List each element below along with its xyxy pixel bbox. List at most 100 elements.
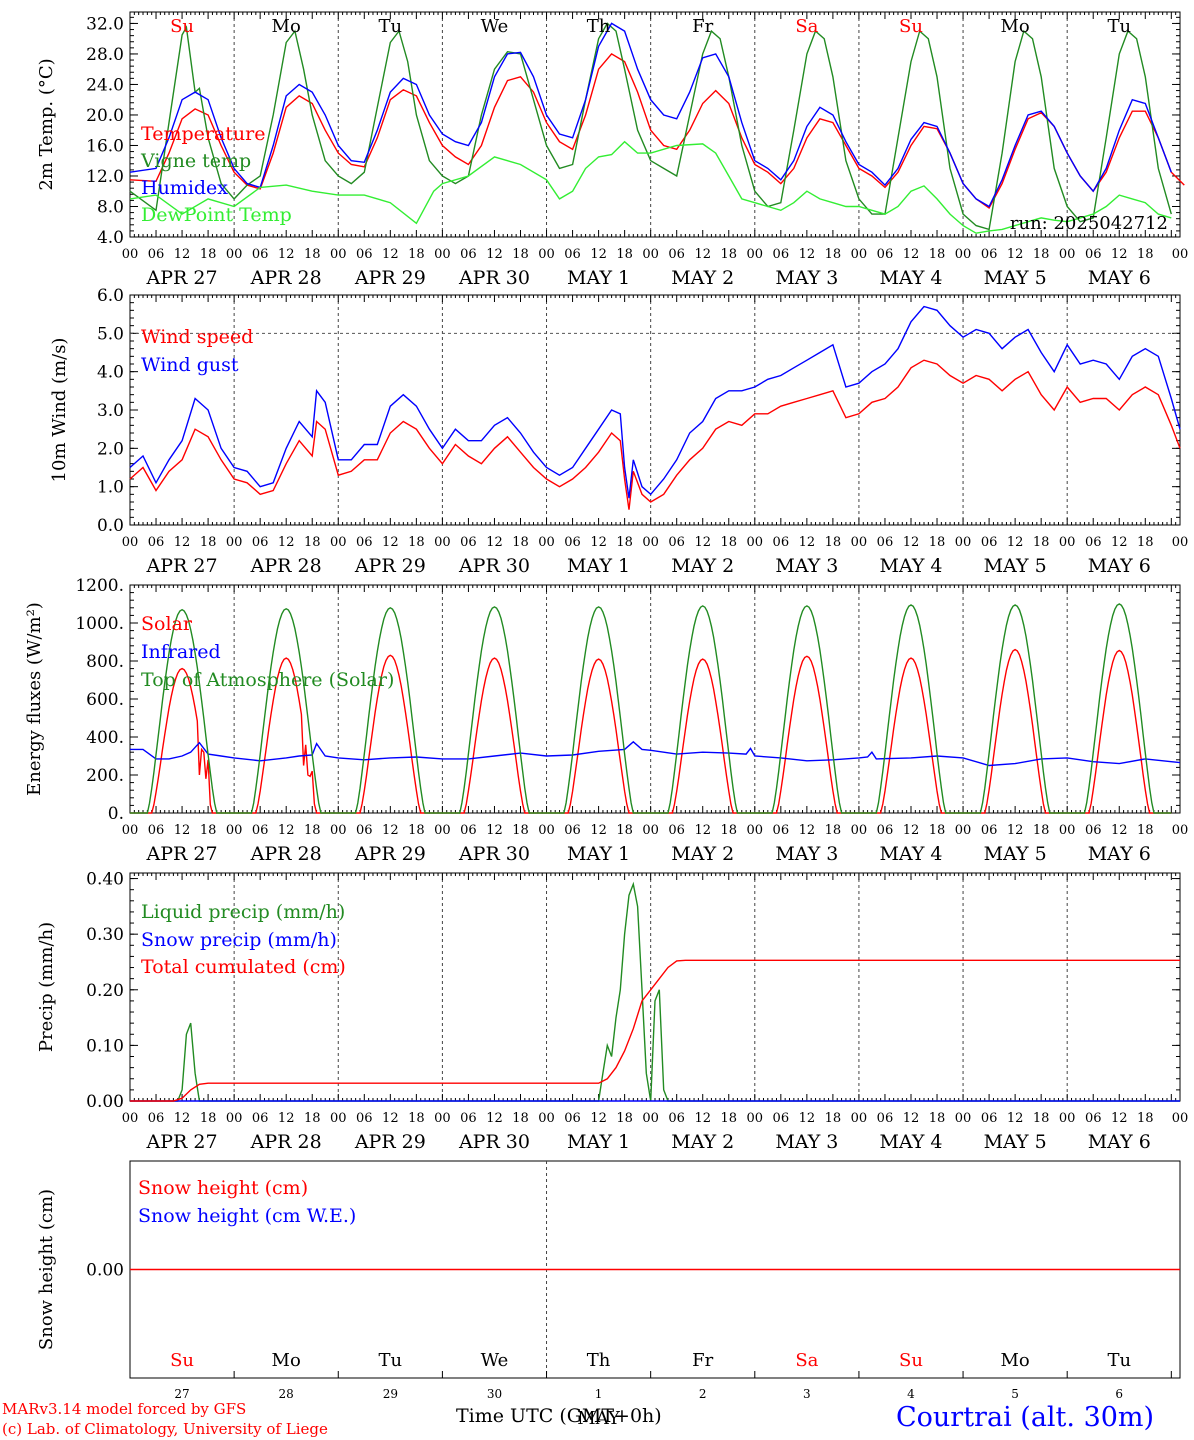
day-name: Tu bbox=[1107, 16, 1131, 37]
hour-tick-label: 00 bbox=[851, 1111, 868, 1126]
hour-tick-label: 00 bbox=[226, 247, 243, 262]
hour-tick-label: 12 bbox=[799, 1111, 816, 1126]
hour-tick-label: 12 bbox=[799, 247, 816, 262]
hour-tick-label: 18 bbox=[200, 1111, 217, 1126]
date-label: APR 29 bbox=[354, 843, 426, 865]
hour-tick-label: 06 bbox=[356, 247, 373, 262]
hour-tick-label: 00 bbox=[122, 247, 139, 262]
hour-tick-label: 12 bbox=[1007, 1111, 1024, 1126]
date-label: MAY 4 bbox=[879, 1131, 942, 1153]
hour-tick-label: 06 bbox=[148, 535, 165, 550]
legend-entry: DewPoint Temp bbox=[141, 204, 292, 226]
hour-tick-label: 18 bbox=[200, 535, 217, 550]
legend-entry: Snow height (cm W.E.) bbox=[138, 1205, 356, 1227]
hour-tick-label: 06 bbox=[564, 1111, 581, 1126]
date-label: MAY 4 bbox=[879, 843, 942, 865]
hour-tick-label: 06 bbox=[877, 1111, 894, 1126]
hour-tick-label: 12 bbox=[1111, 1111, 1128, 1126]
date-label: MAY 6 bbox=[1088, 843, 1151, 865]
date-label: MAY 3 bbox=[775, 843, 838, 865]
y-tick-label: 0.20 bbox=[86, 981, 124, 1001]
hour-tick-label: 18 bbox=[408, 823, 425, 838]
day-name: We bbox=[481, 1350, 509, 1371]
hour-tick-label: 00 bbox=[330, 247, 347, 262]
hour-tick-label: 06 bbox=[460, 535, 477, 550]
y-axis-label: Energy fluxes (W/m²) bbox=[24, 602, 45, 796]
date-label: MAY 5 bbox=[984, 555, 1047, 577]
y-tick-label: 1200. bbox=[75, 576, 124, 596]
hour-tick-label: 12 bbox=[590, 535, 607, 550]
y-tick-label: 4.0 bbox=[97, 363, 124, 383]
hour-tick-label: 00 bbox=[642, 247, 659, 262]
hour-tick-label: 12 bbox=[1111, 247, 1128, 262]
day-name: Su bbox=[899, 16, 923, 37]
legend-entry: Infrared bbox=[141, 641, 221, 663]
series-line bbox=[130, 603, 1172, 814]
hour-tick-label: 00 bbox=[955, 535, 972, 550]
hour-tick-label: 18 bbox=[1137, 1111, 1154, 1126]
hour-tick-label: 06 bbox=[1085, 535, 1102, 550]
hour-tick-label: 06 bbox=[252, 247, 269, 262]
y-tick-label: 200. bbox=[86, 766, 124, 786]
hour-tick-label: 18 bbox=[929, 1111, 946, 1126]
y-axis-label: 2m Temp. (°C) bbox=[36, 58, 57, 190]
day-name: Tu bbox=[1107, 1350, 1131, 1371]
hour-tick-label: 06 bbox=[148, 1111, 165, 1126]
hour-tick-label: 18 bbox=[1033, 247, 1050, 262]
hour-tick-label: 12 bbox=[382, 823, 399, 838]
hour-tick-label: 12 bbox=[694, 247, 711, 262]
y-tick-label: 4.0 bbox=[97, 228, 124, 248]
hour-tick-label: 12 bbox=[590, 1111, 607, 1126]
hour-tick-label: 18 bbox=[1137, 247, 1154, 262]
y-tick-label: 32.0 bbox=[86, 14, 124, 34]
hour-tick-label: 00 bbox=[434, 823, 451, 838]
day-number: 6 bbox=[1115, 1387, 1123, 1401]
series-line bbox=[130, 740, 1181, 767]
hour-tick-label: 12 bbox=[1111, 535, 1128, 550]
legend-entry: Wind speed bbox=[141, 326, 253, 348]
hour-tick-label: 12 bbox=[903, 823, 920, 838]
panel-1 bbox=[129, 11, 1185, 238]
hour-tick-label: 06 bbox=[148, 823, 165, 838]
hour-tick-label: 12 bbox=[903, 535, 920, 550]
hour-tick-label: 06 bbox=[668, 1111, 685, 1126]
run-label: run: 2025042712 bbox=[1010, 213, 1168, 234]
hour-tick-label: 06 bbox=[981, 535, 998, 550]
hour-tick-label: 18 bbox=[304, 535, 321, 550]
date-label: MAY 5 bbox=[984, 1131, 1047, 1153]
hour-tick-label: 18 bbox=[616, 247, 633, 262]
hour-tick-label: 18 bbox=[720, 1111, 737, 1126]
y-tick-label: 600. bbox=[86, 690, 124, 710]
date-label: APR 28 bbox=[250, 267, 322, 289]
legend-entry: Snow height (cm) bbox=[138, 1177, 308, 1199]
hour-tick-label: 18 bbox=[1137, 823, 1154, 838]
date-label: APR 30 bbox=[458, 555, 530, 577]
y-tick-label: 16.0 bbox=[86, 136, 124, 156]
hour-tick-label: 12 bbox=[486, 535, 503, 550]
hour-tick-label: 06 bbox=[356, 823, 373, 838]
hour-tick-label: 06 bbox=[460, 247, 477, 262]
y-tick-label: 1000. bbox=[75, 614, 124, 634]
hour-tick-label: 18 bbox=[408, 1111, 425, 1126]
day-name: We bbox=[481, 16, 509, 37]
date-label: APR 29 bbox=[354, 555, 426, 577]
date-label: MAY 2 bbox=[671, 555, 734, 577]
y-tick-label: 20.0 bbox=[86, 106, 124, 126]
day-number: 5 bbox=[1011, 1387, 1019, 1401]
hour-tick-label: 06 bbox=[564, 535, 581, 550]
hour-tick-label: 00 bbox=[330, 535, 347, 550]
day-number: 27 bbox=[174, 1387, 189, 1401]
hour-tick-label: 18 bbox=[616, 535, 633, 550]
hour-tick-label: 00 bbox=[747, 247, 764, 262]
hour-tick-label: 12 bbox=[174, 535, 191, 550]
day-name: Mo bbox=[272, 1350, 301, 1371]
location-label: Courtrai (alt. 30m) bbox=[896, 1402, 1155, 1433]
hour-tick-label: 00 bbox=[747, 535, 764, 550]
hour-tick-label: 00 bbox=[747, 1111, 764, 1126]
hour-tick-label: 18 bbox=[825, 247, 842, 262]
hour-tick-label: 06 bbox=[981, 1111, 998, 1126]
date-label: APR 28 bbox=[250, 843, 322, 865]
hour-tick-label: 18 bbox=[929, 535, 946, 550]
hour-tick-label: 18 bbox=[408, 535, 425, 550]
hour-tick-label: 12 bbox=[1007, 823, 1024, 838]
